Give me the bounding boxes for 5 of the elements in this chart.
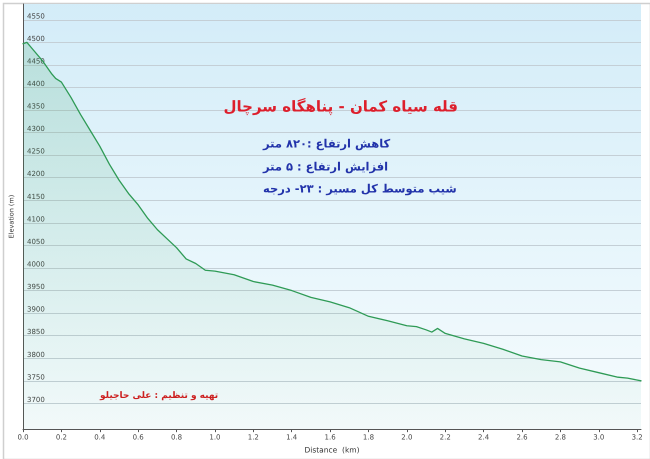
text: قله سیاه کمان - پناهگاه سرچال xyxy=(224,98,458,116)
annotation: کاهش ارتفاع :۸۲۰ متر xyxy=(262,136,391,150)
annotation: تهیه و تنظیم : علی حاجیلو xyxy=(99,391,218,401)
annotation: شیب متوسط کل مسیر : ۲۳- درجه xyxy=(263,181,457,196)
annotation: افزایش ارتفاع : ۵ متر xyxy=(262,159,388,174)
